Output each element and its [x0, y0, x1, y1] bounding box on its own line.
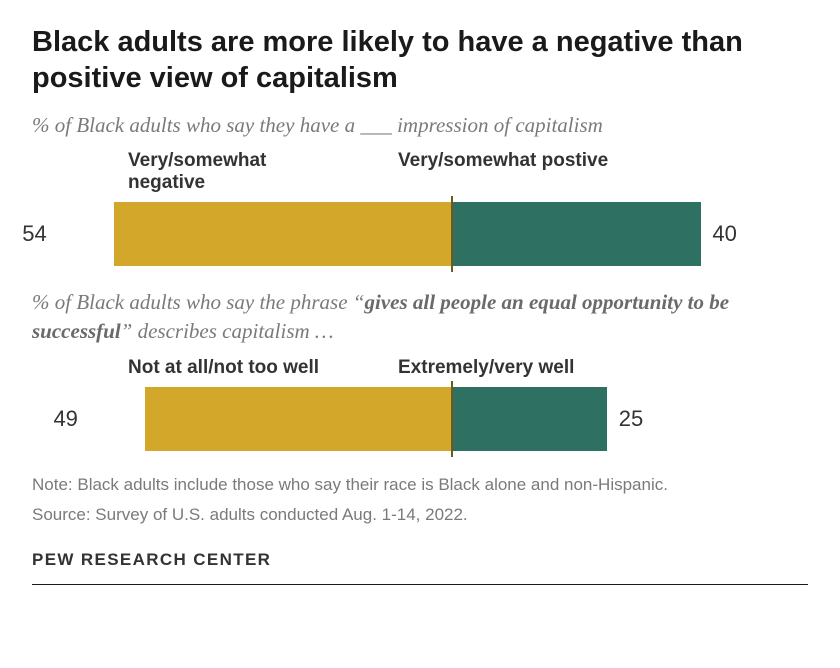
chart-2-legend: Not at all/not too well Extremely/very w…	[32, 357, 808, 379]
chart-2-bar-left	[145, 387, 451, 451]
note-line-1: Note: Black adults include those who say…	[32, 473, 808, 498]
chart-2-legend-left: Not at all/not too well	[128, 357, 348, 379]
chart-1-track	[108, 202, 732, 266]
chart-1-left-value: 54	[22, 221, 78, 247]
chart-1-legend-left: Very/somewhat negative	[128, 150, 348, 194]
chart-1-subtitle: % of Black adults who say they have a __…	[32, 111, 808, 140]
chart-1-legend-right: Very/somewhat postive	[398, 150, 808, 194]
chart-title: Black adults are more likely to have a n…	[32, 24, 808, 97]
chart-2-right-value: 25	[587, 406, 643, 432]
chart-1-legend: Very/somewhat negative Very/somewhat pos…	[32, 150, 808, 194]
note-line-2: Source: Survey of U.S. adults conducted …	[32, 503, 808, 528]
chart-1-divider	[451, 196, 453, 272]
chart-2-legend-right: Extremely/very well	[398, 357, 808, 379]
chart-2-bar-right	[451, 387, 607, 451]
chart-1-right-value: 40	[681, 221, 737, 247]
chart-1-bar-row: 54 40	[32, 202, 808, 266]
chart-2-subtitle-post: ” describes capitalism …	[121, 319, 334, 343]
chart-2-left-value: 49	[53, 406, 109, 432]
chart-2-subtitle-pre: % of Black adults who say the phrase “	[32, 290, 364, 314]
source-footer: PEW RESEARCH CENTER	[32, 550, 808, 570]
chart-1-bar-left	[114, 202, 451, 266]
chart-2-divider	[451, 381, 453, 457]
chart-2-bar-row: 49 25	[32, 387, 808, 451]
chart-2-subtitle: % of Black adults who say the phrase “gi…	[32, 288, 808, 347]
bottom-rule	[32, 584, 808, 585]
chart-2: % of Black adults who say the phrase “gi…	[32, 288, 808, 451]
chart-1: % of Black adults who say they have a __…	[32, 111, 808, 266]
chart-1-bar-right	[451, 202, 701, 266]
